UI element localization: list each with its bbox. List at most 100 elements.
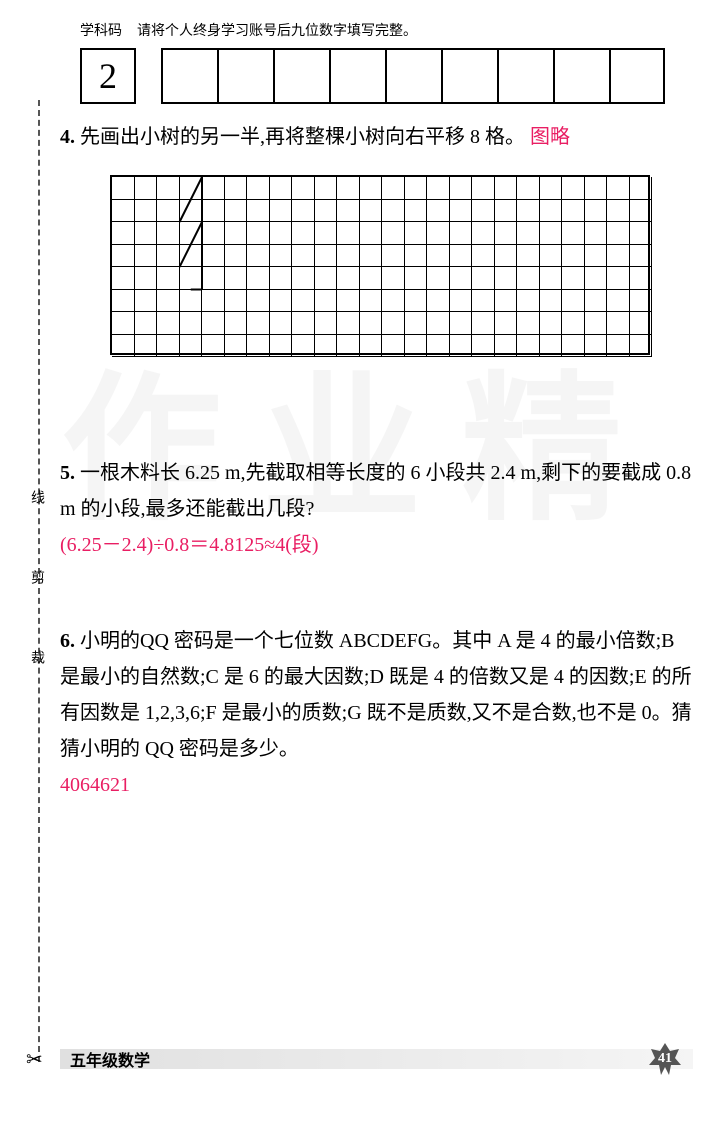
account-digit-box[interactable]	[497, 48, 553, 104]
account-digit-box[interactable]	[161, 48, 217, 104]
grid-cell	[112, 222, 135, 245]
grid-cell	[450, 267, 473, 290]
grid-cell	[495, 200, 518, 223]
grid-cell	[585, 245, 608, 268]
grid-cell	[225, 312, 248, 335]
grid-cell	[450, 177, 473, 200]
grid-cell	[540, 267, 563, 290]
grid-cell	[360, 335, 383, 358]
grid-cell	[225, 200, 248, 223]
grid-cell	[540, 335, 563, 358]
grid-cell	[630, 335, 653, 358]
question-number: 5.	[60, 462, 75, 484]
scissors-icon: ✂	[26, 1047, 43, 1072]
grid-cell	[315, 177, 338, 200]
answer-text: (6.25－2.4)÷0.8＝4.8125≈4(段)	[60, 527, 693, 563]
answer-text: 图略	[530, 126, 570, 148]
account-digit-box[interactable]	[273, 48, 329, 104]
grid-cell	[562, 312, 585, 335]
account-digit-box[interactable]	[553, 48, 609, 104]
question-number: 4.	[60, 126, 75, 148]
grid-cell	[202, 245, 225, 268]
grid-cell	[202, 290, 225, 313]
grid-cell	[292, 290, 315, 313]
grid-cell	[562, 335, 585, 358]
grid-cell	[450, 200, 473, 223]
grid-cell	[472, 245, 495, 268]
grid-cell	[247, 245, 270, 268]
grid-cell	[112, 177, 135, 200]
grid-cell	[585, 312, 608, 335]
grid-cell	[180, 267, 203, 290]
grid-cell	[360, 200, 383, 223]
grid-cell	[562, 177, 585, 200]
grid-cell	[292, 177, 315, 200]
grid-cell	[382, 177, 405, 200]
grid-cell	[495, 267, 518, 290]
grid-cell	[247, 312, 270, 335]
grid-cell	[585, 222, 608, 245]
account-digit-box[interactable]	[329, 48, 385, 104]
grid-cell	[292, 245, 315, 268]
question-6: 6. 小明的QQ 密码是一个七位数 ABCDEFG。其中 A 是 4 的最小倍数…	[60, 623, 693, 803]
subject-code-box: 2	[80, 48, 136, 104]
grid-cell	[427, 290, 450, 313]
grid-cell	[427, 312, 450, 335]
grid-cell	[157, 290, 180, 313]
grid-cell	[157, 222, 180, 245]
question-text: 先画出小树的另一半,再将整棵小树向右平移 8 格。	[80, 126, 525, 148]
grid-cell	[315, 267, 338, 290]
grid-cell	[630, 290, 653, 313]
grid-cell	[382, 335, 405, 358]
grid-cell	[225, 222, 248, 245]
grid-cell	[382, 200, 405, 223]
grid-cell	[270, 222, 293, 245]
grid-cell	[562, 245, 585, 268]
grid-cell	[630, 245, 653, 268]
grid-cell	[337, 312, 360, 335]
account-digit-box[interactable]	[385, 48, 441, 104]
grid-cell	[180, 290, 203, 313]
account-digit-box[interactable]	[609, 48, 665, 104]
grid-cell	[315, 200, 338, 223]
question-4: 4. 先画出小树的另一半,再将整棵小树向右平移 8 格。 图略	[60, 119, 693, 355]
grid-cell	[270, 267, 293, 290]
grid-cell	[135, 335, 158, 358]
grid-cell	[517, 200, 540, 223]
account-digit-box[interactable]	[217, 48, 273, 104]
grid-cell	[562, 200, 585, 223]
grid-cell	[292, 267, 315, 290]
grid-cell	[450, 222, 473, 245]
grid-cell	[135, 177, 158, 200]
grid-cell	[247, 200, 270, 223]
grid-cell	[157, 335, 180, 358]
grid-cell	[517, 312, 540, 335]
grid-cell	[630, 177, 653, 200]
grid-cell	[180, 335, 203, 358]
grid-cell	[405, 312, 428, 335]
grid-cell	[202, 267, 225, 290]
grid-cell	[495, 245, 518, 268]
grid-cell	[540, 177, 563, 200]
grid-cell	[495, 312, 518, 335]
grid-cell	[607, 177, 630, 200]
grid-cell	[247, 177, 270, 200]
boxes-row: 2	[60, 48, 693, 104]
grid-cell	[382, 245, 405, 268]
grid-cell	[607, 222, 630, 245]
grid-cell	[607, 312, 630, 335]
page-content: 学科码 请将个人终身学习账号后九位数字填写完整。 2 4. 先画出小树的另一半,…	[0, 0, 723, 1122]
account-digit-box[interactable]	[441, 48, 497, 104]
grid-cell	[450, 290, 473, 313]
grid-cell	[405, 222, 428, 245]
grid-cell	[225, 290, 248, 313]
cut-label: 线	[26, 490, 46, 504]
grid-cell	[562, 290, 585, 313]
grid-cell	[247, 222, 270, 245]
grid-cell	[337, 335, 360, 358]
cut-label: 剪	[26, 570, 46, 584]
grid-cell	[157, 200, 180, 223]
grid-cell	[382, 312, 405, 335]
grid-cell	[270, 245, 293, 268]
grid-cell	[472, 222, 495, 245]
